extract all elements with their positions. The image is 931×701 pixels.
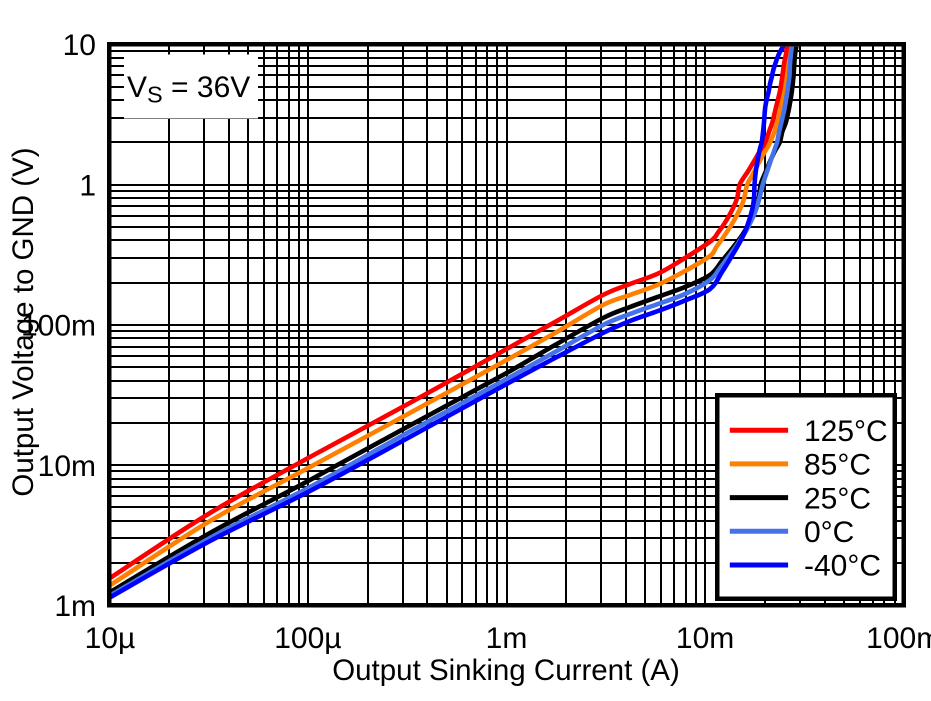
- svg-text:1m: 1m: [54, 590, 96, 623]
- svg-text:85°C: 85°C: [804, 449, 871, 482]
- svg-text:0°C: 0°C: [804, 516, 854, 549]
- svg-text:VS = 36V: VS = 36V: [127, 71, 250, 108]
- svg-text:10m: 10m: [38, 450, 96, 483]
- svg-text:100µ: 100µ: [274, 622, 341, 655]
- svg-text:Output Sinking Current (A): Output Sinking Current (A): [332, 654, 680, 687]
- svg-text:10: 10: [63, 29, 96, 62]
- svg-text:1m: 1m: [486, 622, 528, 655]
- svg-text:-40°C: -40°C: [804, 550, 881, 583]
- svg-text:1: 1: [79, 169, 96, 202]
- svg-text:10µ: 10µ: [85, 622, 136, 655]
- svg-text:Output Voltage to GND (V): Output Voltage to GND (V): [7, 147, 40, 496]
- svg-text:25°C: 25°C: [804, 482, 871, 515]
- svg-text:100m: 100m: [866, 622, 931, 655]
- svg-text:125°C: 125°C: [804, 415, 888, 448]
- svg-text:10m: 10m: [676, 622, 734, 655]
- svg-text:100m: 100m: [21, 310, 96, 343]
